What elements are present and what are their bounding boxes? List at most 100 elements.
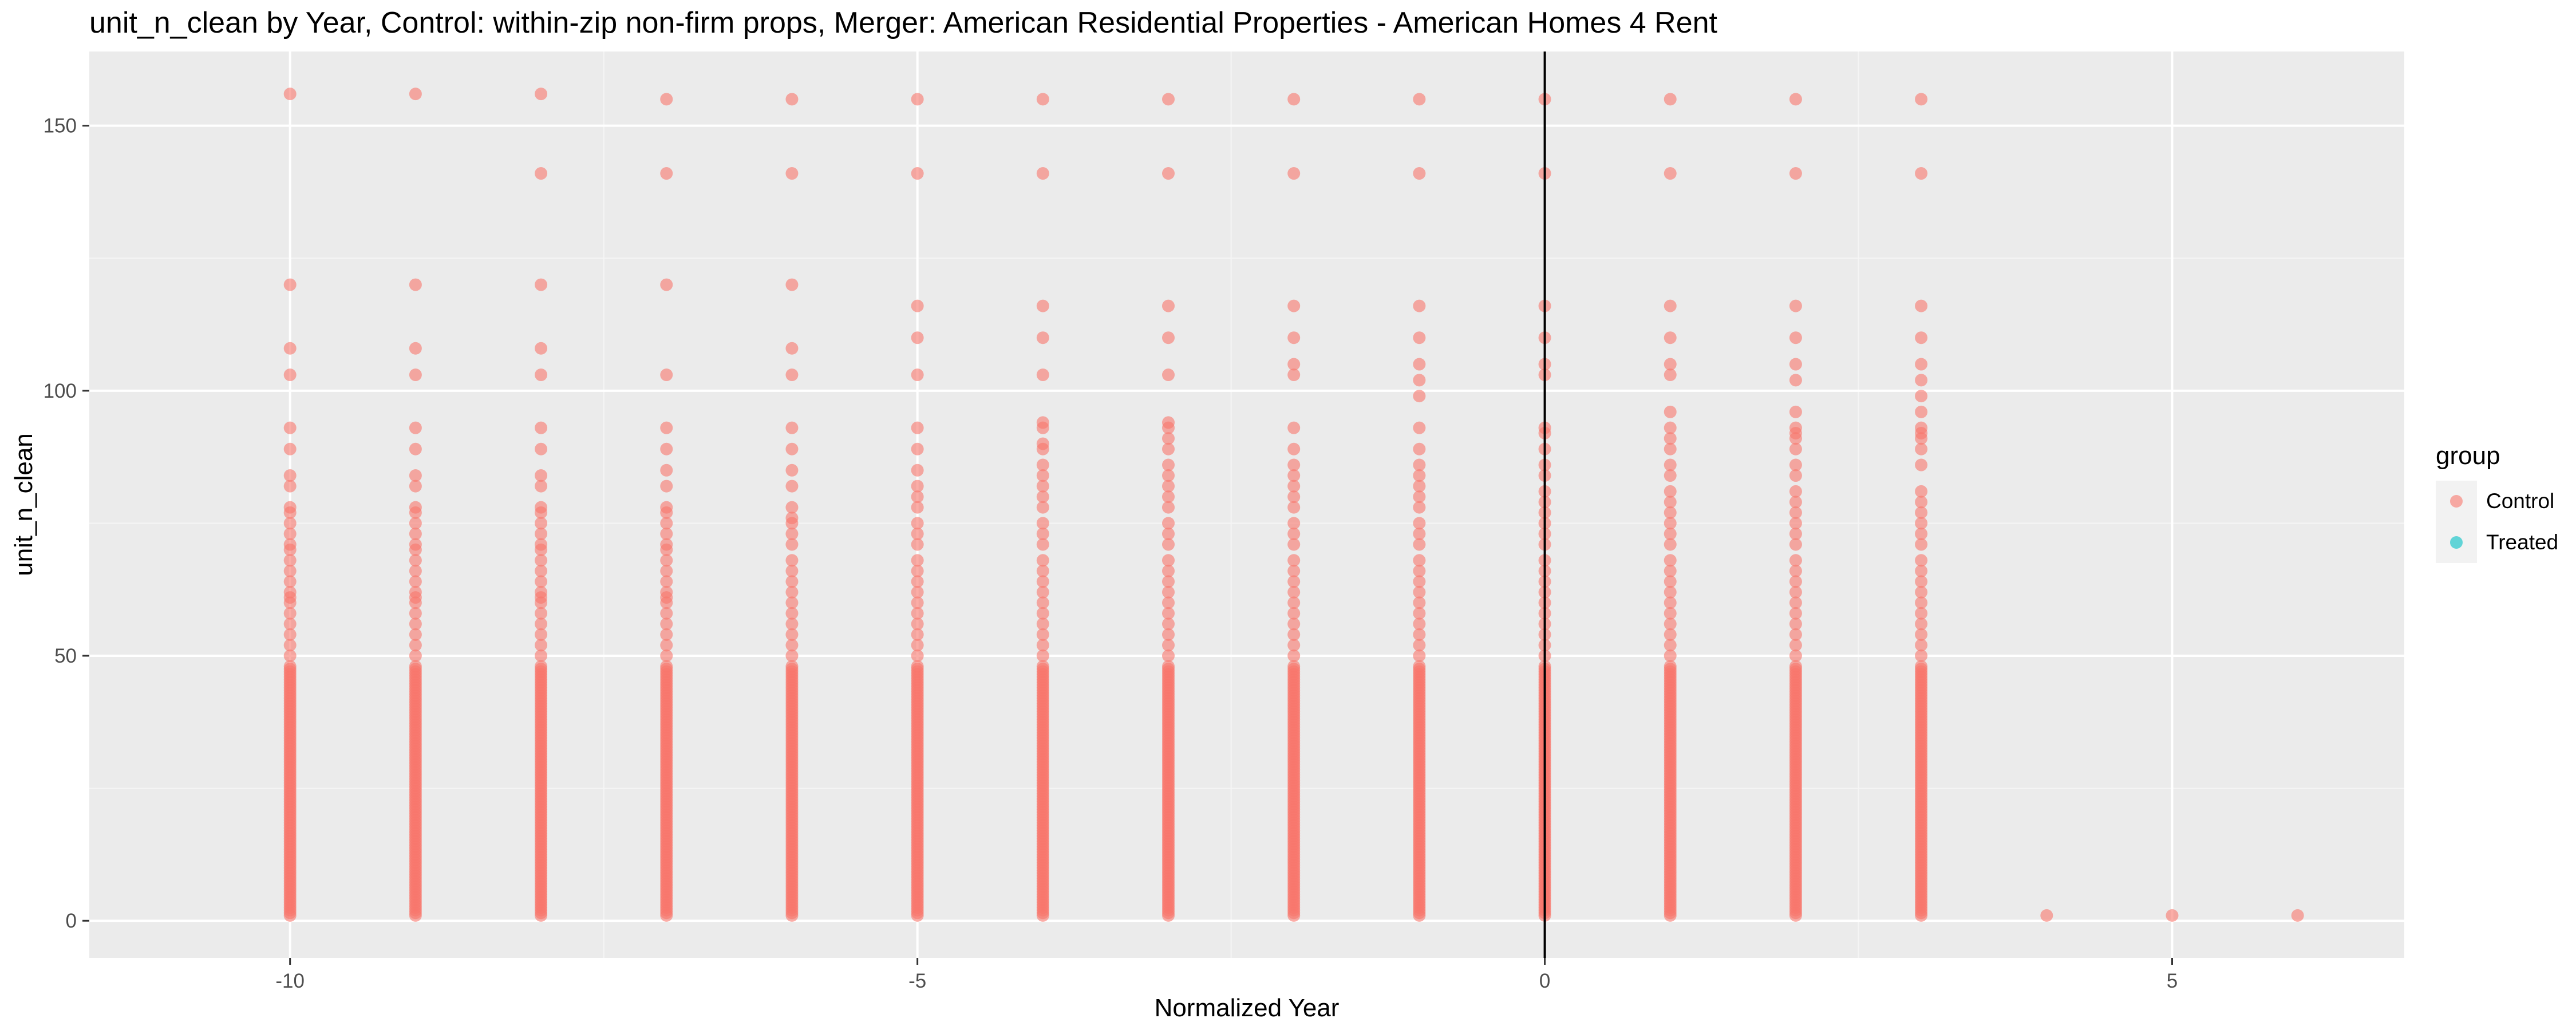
data-point — [660, 517, 673, 530]
data-point — [1413, 527, 1426, 540]
x-axis-label: Normalized Year — [1155, 994, 1340, 1022]
data-point — [785, 501, 799, 514]
data-point — [1287, 480, 1301, 493]
data-point — [1162, 554, 1175, 567]
data-point — [1287, 369, 1301, 382]
data-point — [1162, 585, 1175, 599]
data-point — [535, 564, 548, 577]
data-point — [1287, 649, 1301, 662]
data-point — [785, 464, 799, 477]
data-point — [1789, 596, 1802, 609]
data-point — [1162, 167, 1175, 180]
data-point — [1664, 564, 1677, 577]
data-point — [2166, 909, 2179, 922]
data-point — [1036, 628, 1049, 641]
data-point — [785, 660, 799, 673]
data-point — [1664, 331, 1677, 344]
x-tick-label: 0 — [1539, 970, 1550, 992]
data-point — [1664, 527, 1677, 540]
data-point — [1915, 299, 1928, 312]
data-point — [1664, 369, 1677, 382]
data-point — [1664, 421, 1677, 434]
data-point — [535, 527, 548, 540]
data-point — [911, 464, 924, 477]
data-point — [1036, 421, 1049, 434]
data-point — [1287, 538, 1301, 551]
data-point — [1162, 607, 1175, 620]
data-point — [1915, 167, 1928, 180]
data-point — [1036, 617, 1049, 631]
data-point — [409, 639, 422, 652]
data-point — [1036, 660, 1049, 673]
data-point — [283, 517, 297, 530]
data-point — [1413, 617, 1426, 631]
data-point — [1162, 432, 1175, 445]
data-point — [1915, 506, 1928, 519]
data-point — [1664, 469, 1677, 482]
data-point — [283, 527, 297, 540]
data-point — [1413, 469, 1426, 482]
data-point — [660, 93, 673, 106]
data-point — [1287, 527, 1301, 540]
data-point — [1664, 585, 1677, 599]
legend-item-treated: Treated — [2436, 522, 2558, 563]
data-point — [660, 369, 673, 382]
data-point — [911, 538, 924, 551]
data-point — [1915, 617, 1928, 631]
data-point — [1162, 596, 1175, 609]
data-point — [1664, 167, 1677, 180]
data-point — [660, 564, 673, 577]
data-point — [409, 88, 422, 101]
data-point — [911, 554, 924, 567]
data-point — [785, 607, 799, 620]
data-point — [283, 554, 297, 567]
data-point — [1664, 458, 1677, 472]
data-point — [660, 421, 673, 434]
data-point — [785, 575, 799, 588]
data-point — [409, 543, 422, 556]
data-point — [409, 628, 422, 641]
data-point — [1789, 358, 1802, 371]
data-point — [911, 628, 924, 641]
data-point — [283, 342, 297, 355]
data-point — [535, 543, 548, 556]
data-point — [1287, 628, 1301, 641]
data-point — [1162, 517, 1175, 530]
data-point — [1287, 458, 1301, 472]
data-point — [283, 442, 297, 455]
data-point — [1789, 469, 1802, 482]
data-point — [535, 278, 548, 291]
data-point — [660, 660, 673, 673]
data-points — [283, 88, 2304, 922]
data-point — [1789, 374, 1802, 387]
data-point — [1664, 639, 1677, 652]
data-point — [1789, 496, 1802, 509]
data-point — [1162, 421, 1175, 434]
data-point — [1789, 607, 1802, 620]
data-point — [1413, 575, 1426, 588]
data-point — [1664, 607, 1677, 620]
data-point — [911, 93, 924, 106]
data-point — [785, 342, 799, 355]
data-point — [2040, 909, 2053, 922]
data-point — [1287, 167, 1301, 180]
data-point — [283, 564, 297, 577]
data-point — [785, 480, 799, 493]
data-point — [1287, 331, 1301, 344]
data-point — [283, 543, 297, 556]
data-point — [409, 442, 422, 455]
data-point — [1036, 517, 1049, 530]
data-point — [785, 538, 799, 551]
data-point — [1413, 501, 1426, 514]
data-point — [1664, 617, 1677, 631]
data-point — [283, 480, 297, 493]
data-point — [1789, 432, 1802, 445]
data-point — [1287, 575, 1301, 588]
data-point — [409, 469, 422, 482]
data-point — [911, 480, 924, 493]
data-point — [1413, 585, 1426, 599]
data-point — [409, 342, 422, 355]
data-point — [785, 596, 799, 609]
data-point — [1664, 517, 1677, 530]
data-point — [911, 442, 924, 455]
